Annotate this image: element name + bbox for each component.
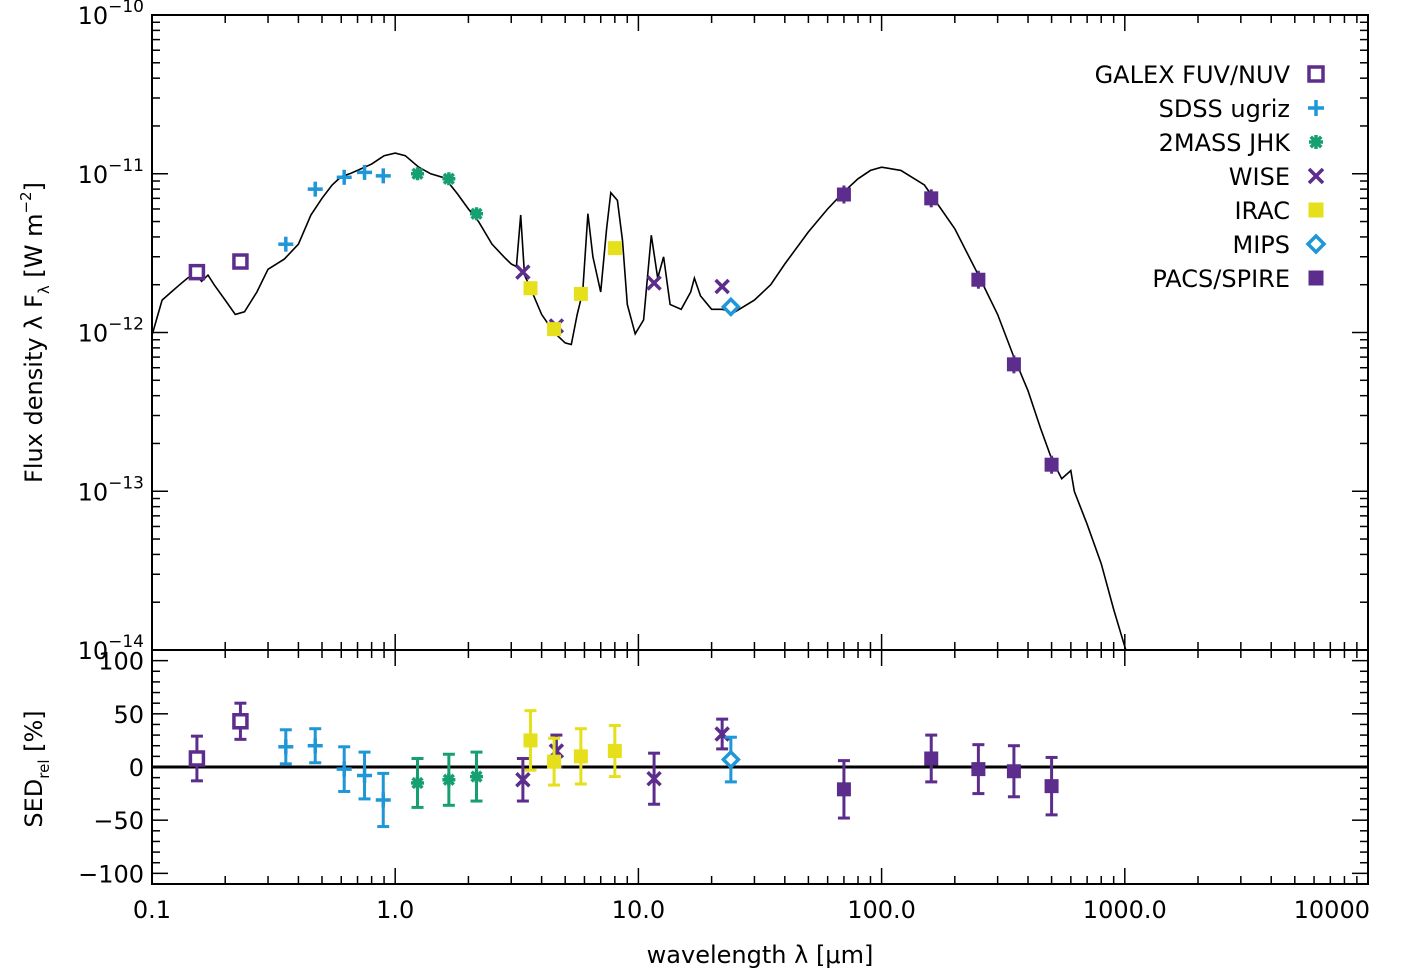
sed-panel-ticks [151,15,1368,651]
legend: GALEX FUV/NUV SDSS ugriz 2MASS JHK WISE IRAC… [1095,61,1327,293]
y-axis-title-flux: Flux density λ Fλ [W m−2] [17,182,53,483]
legend-marker [1307,65,1325,83]
y-tick-label: −50 [93,807,144,835]
sed-point [573,286,588,301]
legend-marker [1308,270,1324,286]
legend-marker [1305,233,1327,255]
residual-point [307,738,323,754]
sed-point [607,241,622,256]
residual-point [410,776,424,790]
residual-point [469,770,483,784]
sed-panel-tick-labels: 10−14 10−13 10−12 10−11 10−10 [78,0,144,665]
residual-panel-frame [151,649,1369,885]
x-tick-label: 0.1 [133,896,171,924]
residual-point [523,733,538,748]
residual-point [188,750,206,767]
sed-point [469,207,483,221]
legend-label: PACS/SPIRE [1152,265,1290,293]
residual-point [547,754,562,769]
sed-point [336,169,352,185]
residual-data-points [188,701,1059,829]
x-tick-label: 100.0 [847,896,916,924]
sed-point [1006,357,1021,372]
legend-marker [1308,100,1324,116]
sed-point [523,281,538,296]
residual-point [442,773,456,787]
sed-data-points [188,164,1059,474]
sed-point [720,296,741,317]
sed-point [924,191,939,206]
y-tick-label: 10−12 [78,315,144,348]
y-tick-label: 10−14 [78,632,144,665]
sed-point [357,164,373,180]
sed-point [232,253,249,270]
sed-point [547,322,562,337]
residual-point [336,761,352,777]
legend-label: IRAC [1234,197,1290,225]
residual-point [375,792,391,808]
sed-point [442,172,456,186]
residual-point [357,768,373,784]
sed-point [971,272,986,287]
legend-label: GALEX FUV/NUV [1095,61,1291,89]
model-sed-curve [151,152,1127,651]
residual-point [607,744,622,759]
sed-point [515,264,531,280]
residual-point [1044,779,1059,794]
sed-point [714,278,730,295]
residual-panel-tick-labels: 100 50 0 −50 −100 [78,648,144,889]
residual-point [924,751,939,766]
y-axis-title-residual: SEDrel [%] [20,710,53,827]
residual-point [515,772,531,788]
legend-marker [1309,135,1323,149]
residual-point [836,782,851,797]
sed-point [410,167,424,181]
x-tick-label: 1.0 [376,896,414,924]
x-tick-label: 1000.0 [1083,896,1167,924]
legend-label: 2MASS JHK [1159,129,1292,157]
sed-point [307,181,323,197]
y-tick-label: 0 [129,754,144,782]
x-tick-label: 10.0 [612,896,665,924]
residual-point [1006,764,1021,779]
y-tick-label: 10−13 [78,473,144,506]
sed-point [375,168,391,184]
x-axis-title: wavelength λ [μm] [647,941,874,969]
legend-label: WISE [1229,163,1290,191]
residual-point [971,762,986,777]
x-tick-label: 10000 [1294,896,1370,924]
y-tick-label: 50 [113,701,144,729]
sed-point [1044,457,1059,472]
residual-panel: 100 50 0 −50 −100 SEDrel [%] [20,648,1369,889]
legend-label: SDSS ugriz [1159,95,1290,123]
sed-point [836,187,851,202]
sed-point [646,275,662,291]
y-tick-label: 100 [98,648,144,676]
residual-point [720,749,741,770]
legend-label: MIPS [1233,231,1291,259]
y-tick-label: 10−10 [78,0,144,30]
y-tick-label: 10−11 [78,156,144,189]
legend-marker [1308,202,1324,218]
sed-panel: 10−14 10−13 10−12 10−11 10−10 Flux density λ… [17,0,1369,665]
sed-point [278,236,294,252]
legend-marker [1307,167,1325,185]
x-axis-tick-labels: 0.1 1.0 10.0 100.0 1000.0 10000 [133,896,1370,924]
sed-point [188,263,206,281]
residual-point [232,713,249,730]
y-tick-label: −100 [78,860,144,888]
residual-point [278,739,294,755]
residual-point [573,749,588,764]
residual-point [646,770,662,787]
